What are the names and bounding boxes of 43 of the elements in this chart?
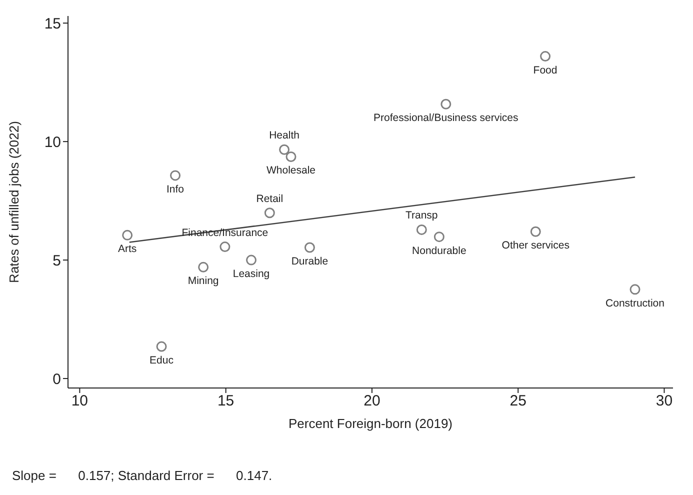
data-label: Nondurable bbox=[412, 244, 466, 257]
data-label: Health bbox=[269, 130, 300, 142]
y-tick-label: 10 bbox=[44, 134, 61, 151]
point bbox=[530, 226, 541, 237]
data-label: Transp bbox=[406, 210, 438, 222]
point bbox=[434, 232, 444, 242]
y-axis-title: Rates of unfilled jobs (2022) bbox=[6, 121, 22, 283]
point bbox=[304, 242, 315, 253]
data-label: Professional/Business services bbox=[374, 112, 518, 124]
x-tick-label: 20 bbox=[364, 392, 380, 410]
data-label: Food bbox=[533, 64, 558, 76]
data-label: Wholesale bbox=[266, 164, 316, 177]
data-label: Info bbox=[166, 183, 184, 196]
point bbox=[630, 284, 640, 295]
point bbox=[198, 262, 209, 272]
point bbox=[220, 242, 230, 252]
text: Slope = 0.157; Standard Error = 0.147. bbox=[12, 468, 274, 483]
point bbox=[156, 341, 167, 352]
x-tick-label: 10 bbox=[71, 392, 88, 410]
data-label: Leasing bbox=[232, 268, 270, 280]
point bbox=[440, 98, 452, 110]
x-axis-title: Percent Foreign-born (2019) bbox=[288, 416, 453, 431]
x-tick-label: 25 bbox=[510, 392, 526, 410]
point bbox=[264, 208, 275, 218]
data-label: Other services bbox=[502, 240, 570, 252]
point bbox=[279, 144, 290, 155]
data-label: Durable bbox=[291, 255, 328, 268]
data-label: Retail bbox=[256, 192, 284, 205]
point bbox=[416, 224, 427, 235]
point bbox=[170, 170, 181, 181]
data-label: Arts bbox=[118, 243, 137, 256]
data-label: Educ bbox=[150, 354, 174, 367]
y-tick-label: 0 bbox=[52, 370, 61, 388]
x-tick-label: 30 bbox=[656, 392, 673, 410]
point bbox=[122, 230, 133, 240]
data-label: Construction bbox=[606, 297, 665, 310]
data-label: Mining bbox=[188, 275, 219, 288]
point bbox=[286, 151, 296, 162]
point bbox=[540, 51, 551, 62]
y-tick-label: 15 bbox=[44, 15, 61, 32]
y-tick-label: 5 bbox=[52, 252, 61, 270]
point bbox=[246, 254, 257, 266]
x-tick-label: 15 bbox=[217, 392, 234, 410]
